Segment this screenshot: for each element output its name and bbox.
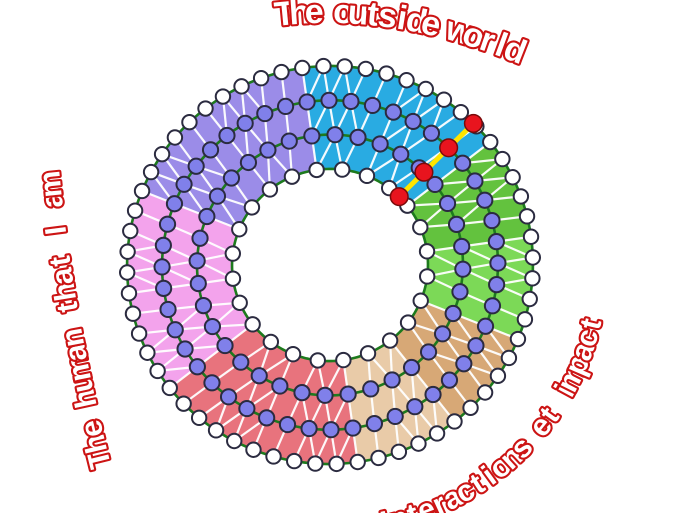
svg-text:t: t xyxy=(43,254,77,269)
svg-text:a: a xyxy=(45,265,80,287)
svg-text:e: e xyxy=(304,0,324,31)
svg-text:I: I xyxy=(39,224,73,236)
svg-text:m: m xyxy=(33,169,68,199)
